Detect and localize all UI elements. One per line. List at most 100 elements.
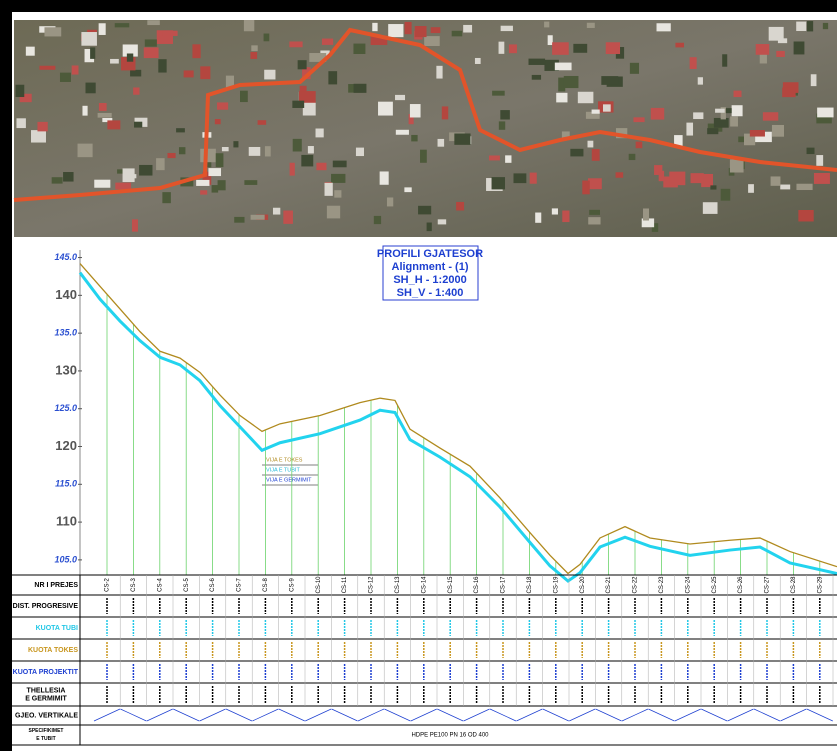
aerial-roof — [616, 172, 624, 177]
aerial-roof — [732, 105, 743, 116]
row-label: KUOTA TOKES — [28, 647, 78, 654]
aerial-roof — [196, 180, 209, 186]
aerial-roof — [592, 149, 600, 161]
station-label: CS-8 — [263, 578, 269, 592]
aerial-roof — [492, 177, 505, 189]
aerial-roof — [427, 223, 432, 232]
aerial-roof — [90, 47, 95, 58]
aerial-roof — [796, 22, 806, 31]
aerial-roof — [251, 215, 265, 220]
aerial-roof — [212, 185, 219, 193]
legend-label: VIJA E TOKES — [266, 457, 303, 463]
aerial-roof — [707, 128, 718, 134]
aerial-roof — [331, 174, 345, 183]
aerial-roof — [405, 22, 412, 34]
aerial-roof — [290, 163, 295, 176]
aerial-image — [14, 20, 837, 237]
row-label: NR I PREJES — [34, 582, 78, 589]
aerial-roof — [780, 185, 790, 190]
aerial-roof — [99, 23, 106, 35]
aerial-roof — [782, 88, 795, 98]
aerial-roof — [703, 202, 718, 214]
aerial-roof — [63, 172, 73, 182]
station-label: CS-4 — [157, 578, 163, 592]
aerial-roof — [60, 73, 71, 82]
aerial-roof — [489, 155, 500, 160]
aerial-roof — [823, 23, 828, 29]
aerial-roof — [643, 208, 649, 220]
aerial-roof — [756, 44, 770, 55]
aerial-roof — [552, 42, 569, 55]
aerial-roof — [356, 148, 364, 156]
aerial-roof — [298, 60, 307, 69]
aerial-roof — [217, 102, 228, 109]
aerial-roof — [730, 116, 738, 126]
aerial-roof — [353, 44, 365, 54]
aerial-roof — [492, 91, 505, 96]
aerial-roof — [249, 147, 261, 156]
aerial-roof — [499, 42, 505, 54]
aerial-roof — [636, 142, 643, 149]
aerial-roof — [738, 137, 744, 143]
aerial-roof — [158, 59, 166, 72]
y-tick-label: 140 — [55, 287, 77, 302]
y-tick-label: 145.0 — [54, 252, 77, 262]
aerial-roof — [44, 27, 61, 36]
aerial-roof — [552, 208, 558, 214]
aerial-roof — [322, 39, 333, 45]
aerial-roof — [555, 63, 572, 71]
aerial-roof — [698, 77, 703, 84]
aerial-roof — [395, 95, 405, 100]
aerial-roof — [167, 153, 175, 158]
aerial-roof — [132, 219, 138, 231]
aerial-roof — [233, 141, 238, 147]
station-label: CS-24 — [685, 576, 691, 594]
aerial-roof — [354, 84, 367, 93]
row-label: KUOTA TUBI — [36, 625, 78, 632]
aerial-roof — [548, 35, 553, 45]
aerial-roof — [475, 58, 481, 64]
aerial-roof — [264, 34, 270, 42]
aerial-roof — [134, 122, 142, 128]
aerial-roof — [418, 206, 431, 215]
station-label: CS-15 — [448, 576, 454, 594]
aerial-roof — [415, 26, 427, 37]
aerial-roof — [501, 26, 513, 31]
aerial-roof — [289, 41, 302, 47]
aerial-roof — [184, 70, 194, 77]
station-label: CS-12 — [369, 576, 375, 594]
aerial-roof — [139, 165, 152, 176]
aerial-roof — [293, 139, 302, 152]
y-tick-label: 115.0 — [55, 479, 77, 489]
aerial-roof — [115, 183, 131, 190]
aerial-roof — [532, 75, 541, 80]
aerial-roof — [37, 122, 47, 131]
aerial-roof — [500, 110, 510, 119]
aerial-roof — [316, 163, 326, 170]
station-label: CS-5 — [184, 578, 190, 592]
aerial-roof — [218, 180, 226, 190]
aerial-roof — [410, 104, 421, 117]
aerial-roof — [587, 23, 595, 28]
aerial-roof — [98, 113, 112, 118]
aerial-roof — [675, 43, 684, 48]
aerial-roof — [454, 133, 470, 144]
aerial-roof — [721, 189, 731, 201]
aerial-roof — [772, 125, 784, 137]
aerial-roof — [530, 173, 537, 184]
aerial-roof — [265, 146, 271, 156]
aerial-roof — [794, 41, 805, 54]
profile-title: SH_V - 1:400 — [397, 287, 464, 299]
aerial-roof — [588, 178, 602, 189]
aerial-roof — [94, 180, 110, 188]
aerial-roof — [162, 31, 178, 36]
aerial-roof — [72, 65, 79, 74]
station-label: CS-6 — [210, 578, 216, 592]
aerial-roof — [633, 117, 644, 122]
station-label: CS-17 — [501, 576, 507, 594]
aerial-roof — [651, 108, 664, 120]
aerial-roof — [222, 147, 229, 151]
aerial-roof — [556, 93, 567, 103]
aerial-roof — [513, 173, 526, 183]
aerial-roof — [39, 66, 55, 70]
